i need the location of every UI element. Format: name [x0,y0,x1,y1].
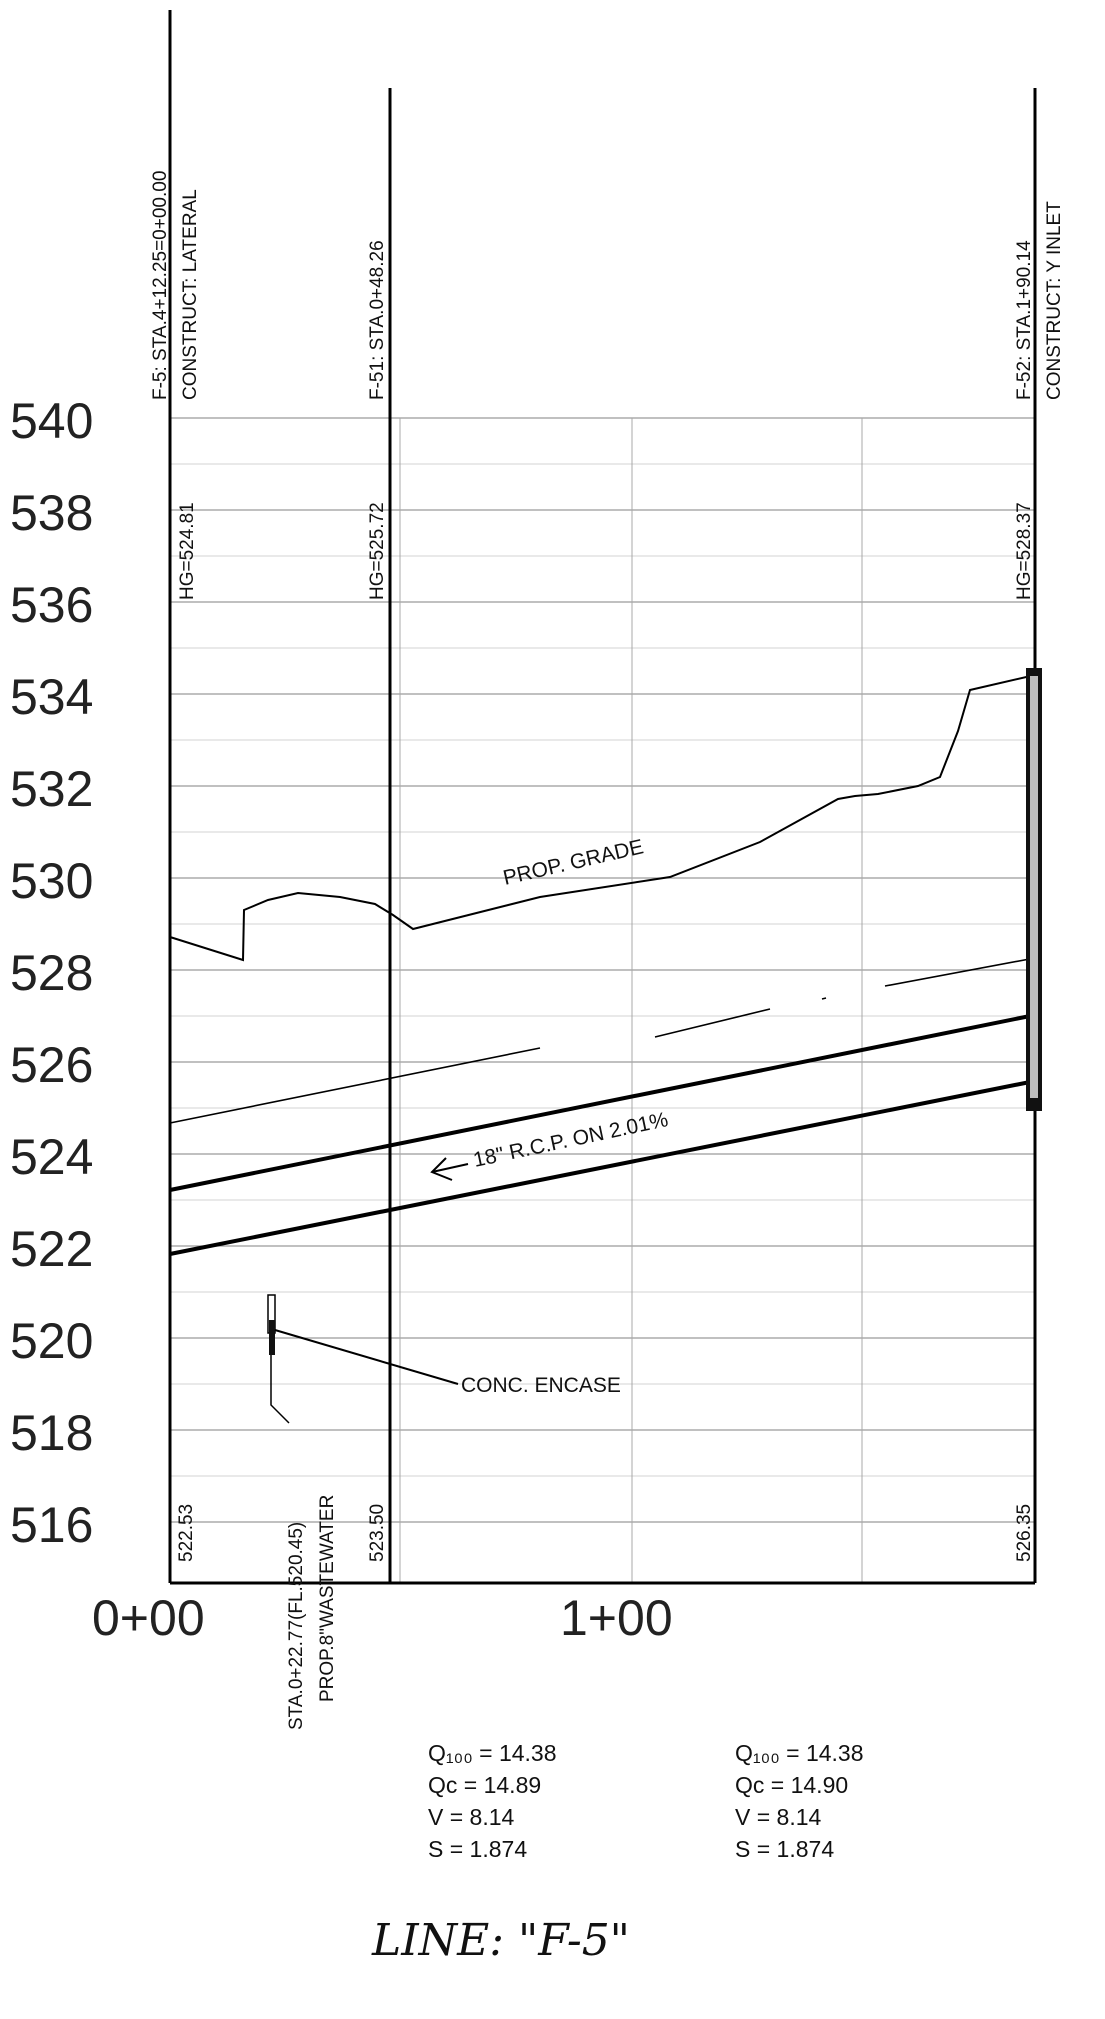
prop-grade-label: PROP. GRADE [501,835,646,890]
right-qc: Qc = 14.90 [735,1772,848,1798]
f51-station-label: F-51: STA.0+48.26 [367,240,388,400]
elev-label-536: 536 [10,577,93,633]
pipe-size-label: 18" R.C.P. ON 2.01% [471,1108,670,1172]
f51-flowline-label: 523.50 [367,1504,388,1562]
pipe-crown-line [169,1013,1036,1192]
f5-construct-label: CONSTRUCT: LATERAL [180,189,201,400]
hydraulics-right: Q₁₀₀ = 14.38 Qc = 14.90 V = 8.14 S = 1.8… [735,1740,864,1862]
crossing-leader [270,1355,290,1424]
right-v: V = 8.14 [735,1804,822,1830]
conc-encase-label: CONC. ENCASE [461,1374,621,1397]
encase-leader-line [274,1329,459,1385]
profile-grid [170,417,1035,1585]
elev-label-518: 518 [10,1405,93,1461]
hydraulics-left: Q₁₀₀ = 14.38 Qc = 14.89 V = 8.14 S = 1.8… [428,1740,557,1862]
f51-hg-label: HG=525.72 [367,502,388,600]
elev-label-520: 520 [10,1313,93,1369]
concrete-encasement [269,1320,275,1355]
left-s: S = 1.874 [428,1836,527,1862]
left-qc: Qc = 14.89 [428,1772,541,1798]
hydraulic-grade-line [169,957,1036,1124]
f5-station-label: F-5: STA.4+12.25=0+00.00 [150,171,171,400]
elev-label-532: 532 [10,761,93,817]
left-v: V = 8.14 [428,1804,515,1830]
elevation-axis: 540 538 536 534 532 530 528 526 524 522 … [10,393,93,1553]
inlet-structure-bar-inner [1030,676,1038,1098]
pipe-flow-arrow-shaft [431,1163,469,1173]
crossing-wastewater-label: PROP.8"WASTEWATER [317,1495,338,1702]
elev-label-526: 526 [10,1037,93,1093]
elev-label-522: 522 [10,1221,93,1277]
elev-label-534: 534 [10,669,93,725]
pipe-invert-line [169,1079,1036,1256]
elev-label-538: 538 [10,485,93,541]
f52-construct-label: CONSTRUCT: Y INLET [1044,201,1065,400]
f52-station-label: F-52: STA.1+90.14 [1014,240,1035,400]
crossing-station-label: STA.0+22.77(FL.520.45) [286,1522,307,1730]
f5-flowline-label: 522.53 [176,1504,197,1562]
left-q100: Q₁₀₀ = 14.38 [428,1740,557,1766]
proposed-grade-line [169,674,1036,962]
elev-label-540: 540 [10,393,93,449]
pipe-flow-arrow-head [430,1157,453,1181]
elev-label-516: 516 [10,1497,93,1553]
elev-label-524: 524 [10,1129,93,1185]
elev-label-530: 530 [10,853,93,909]
f52-hg-label: HG=528.37 [1014,502,1035,600]
station-label-100: 1+00 [560,1590,673,1646]
elev-label-528: 528 [10,945,93,1001]
line-title: LINE: "F-5" [371,1915,630,1966]
f5-hg-label: HG=524.81 [177,502,198,600]
f52-flowline-label: 526.35 [1014,1504,1035,1562]
right-q100: Q₁₀₀ = 14.38 [735,1740,864,1766]
right-s: S = 1.874 [735,1836,834,1862]
station-label-0: 0+00 [92,1590,205,1646]
